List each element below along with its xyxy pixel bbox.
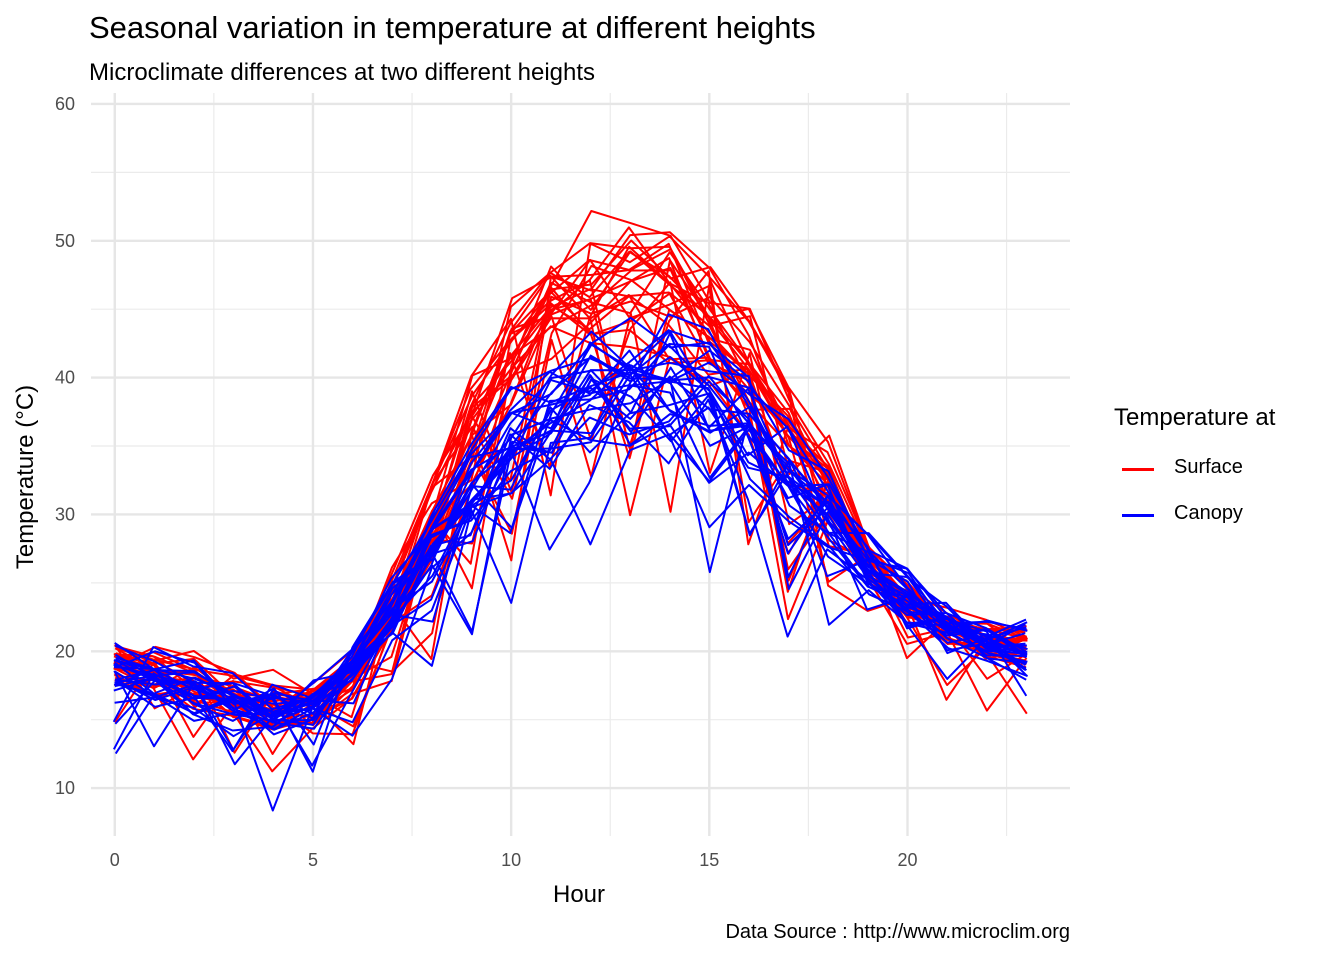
series-line-surface <box>113 291 1027 725</box>
x-axis-ticks: 0 5 10 15 20 <box>110 850 918 870</box>
series-line-surface <box>115 269 1028 727</box>
series-line-surface <box>115 267 1028 728</box>
y-tick-label: 40 <box>55 368 75 388</box>
series-layer <box>112 210 1028 812</box>
series-line-surface <box>114 250 1028 715</box>
legend-title: Temperature at <box>1114 404 1276 431</box>
series-line-canopy <box>114 419 1027 738</box>
x-tick-label: 15 <box>699 850 719 870</box>
y-tick-label: 30 <box>55 504 75 524</box>
legend-key-canopy <box>1122 514 1154 517</box>
y-tick-label: 20 <box>55 641 75 661</box>
legend: Temperature at Surface Canopy <box>1114 404 1275 540</box>
series-line-canopy <box>114 375 1028 726</box>
series-line-surface <box>114 290 1027 703</box>
series-surface <box>113 210 1028 773</box>
series-line-surface <box>114 258 1027 719</box>
series-line-surface <box>113 242 1026 719</box>
series-line-canopy <box>114 343 1028 755</box>
series-line-surface <box>113 257 1027 719</box>
series-line-surface <box>113 245 1026 761</box>
series-line-surface <box>115 279 1028 754</box>
series-line-canopy <box>115 331 1028 719</box>
series-line-canopy <box>115 366 1028 710</box>
series-line-surface <box>115 264 1028 706</box>
y-axis-title: Temperature (°C) <box>12 385 39 569</box>
chart-title: Seasonal variation in temperature at dif… <box>89 10 816 45</box>
series-line-canopy <box>114 373 1028 731</box>
y-tick-label: 50 <box>55 231 75 251</box>
x-tick-label: 10 <box>501 850 521 870</box>
y-axis-ticks: 10 20 30 40 50 60 <box>55 94 75 798</box>
series-line-canopy <box>115 330 1028 766</box>
chart-subtitle: Microclimate differences at two differen… <box>89 59 596 86</box>
series-line-canopy <box>114 349 1028 715</box>
y-tick-label: 60 <box>55 94 75 114</box>
series-line-canopy <box>114 384 1028 736</box>
legend-key-surface <box>1122 468 1154 471</box>
series-line-surface <box>114 270 1026 755</box>
data-source-caption: Data Source : http://www.microclim.org <box>725 921 1070 943</box>
series-line-surface <box>114 259 1028 727</box>
series-line-surface <box>114 295 1028 703</box>
x-axis-title: Hour <box>553 881 605 908</box>
y-tick-label: 10 <box>55 778 75 798</box>
major-gridlines <box>91 93 1070 836</box>
legend-item-surface: Surface <box>1114 448 1275 494</box>
x-tick-label: 5 <box>308 850 318 870</box>
series-line-canopy <box>115 377 1028 730</box>
series-canopy <box>112 313 1028 812</box>
x-tick-label: 0 <box>110 850 120 870</box>
series-line-surface <box>115 286 1028 706</box>
series-line-canopy <box>115 316 1028 746</box>
series-line-canopy <box>115 364 1028 731</box>
legend-item-canopy: Canopy <box>1114 494 1275 540</box>
legend-label-canopy: Canopy <box>1174 502 1243 524</box>
series-line-surface <box>113 250 1026 726</box>
legend-label-surface: Surface <box>1174 456 1243 478</box>
x-tick-label: 20 <box>897 850 917 870</box>
minor-gridlines <box>91 93 1070 836</box>
series-line-canopy <box>114 374 1027 715</box>
